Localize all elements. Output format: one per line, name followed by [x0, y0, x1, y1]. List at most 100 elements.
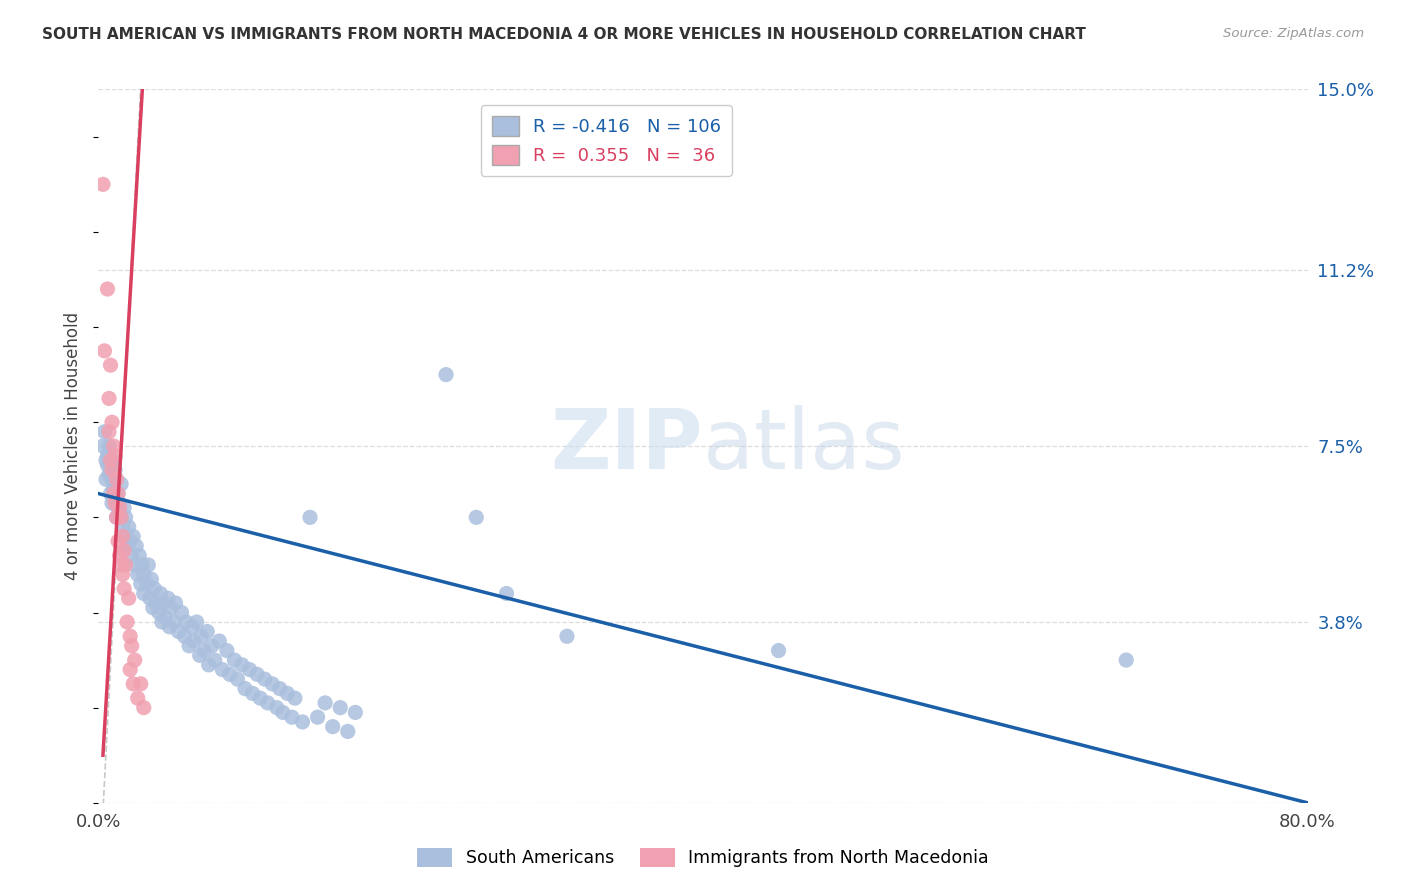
Point [127, 567, 149, 582]
Point [96, 458, 118, 472]
Point [156, 591, 179, 606]
Point [114, 510, 136, 524]
Point [100, 486, 122, 500]
Text: SOUTH AMERICAN VS IMMIGRANTS FROM NORTH MACEDONIA 4 OR MORE VEHICLES IN HOUSEHOL: SOUTH AMERICAN VS IMMIGRANTS FROM NORTH … [42, 27, 1085, 42]
Point [173, 629, 195, 643]
Point [211, 663, 233, 677]
Point [150, 615, 173, 629]
Point [104, 496, 127, 510]
Point [107, 500, 129, 515]
Point [91, 439, 114, 453]
Point [121, 549, 143, 563]
Point [281, 710, 304, 724]
Point [127, 691, 149, 706]
Point [262, 677, 284, 691]
Point [131, 558, 153, 572]
Point [266, 700, 288, 714]
Point [105, 472, 128, 486]
Point [193, 643, 215, 657]
Point [132, 700, 155, 714]
Point [208, 634, 231, 648]
Point [188, 648, 211, 663]
Point [105, 472, 128, 486]
Point [112, 582, 135, 596]
Point [93, 343, 115, 358]
Point [110, 477, 132, 491]
Point [135, 577, 157, 591]
Point [249, 691, 271, 706]
Point [167, 624, 190, 639]
Point [110, 510, 132, 524]
Point [122, 677, 145, 691]
Text: atlas: atlas [703, 406, 904, 486]
Point [165, 596, 187, 610]
Text: Source: ZipAtlas.com: Source: ZipAtlas.com [1223, 27, 1364, 40]
Point [98, 425, 121, 439]
Point [181, 620, 204, 634]
Point [329, 700, 352, 714]
Point [224, 653, 246, 667]
Point [201, 639, 224, 653]
Point [204, 653, 226, 667]
Point [233, 681, 256, 696]
Text: ZIP: ZIP [551, 406, 703, 486]
Point [139, 591, 162, 606]
Point [115, 615, 138, 629]
Point [344, 706, 367, 720]
Point [120, 663, 142, 677]
Point [101, 463, 124, 477]
Point [104, 463, 127, 477]
Point [197, 657, 219, 672]
Point [112, 543, 135, 558]
Point [96, 449, 118, 463]
Point [336, 724, 359, 739]
Point [91, 178, 114, 192]
Point [125, 539, 148, 553]
Point [136, 558, 159, 572]
Point [276, 686, 298, 700]
Point [98, 467, 121, 482]
Point [495, 586, 517, 600]
Point [114, 529, 136, 543]
Point [152, 596, 174, 610]
Point [190, 629, 212, 643]
Point [128, 549, 150, 563]
Y-axis label: 4 or more Vehicles in Household: 4 or more Vehicles in Household [65, 312, 83, 580]
Point [100, 453, 122, 467]
Point [299, 510, 322, 524]
Point [284, 691, 307, 706]
Point [142, 600, 165, 615]
Legend: South Americans, Immigrants from North Macedonia: South Americans, Immigrants from North M… [411, 841, 995, 874]
Point [145, 596, 167, 610]
Point [120, 534, 142, 549]
Point [107, 486, 129, 500]
Point [129, 677, 152, 691]
Point [100, 358, 122, 372]
Point [118, 591, 141, 606]
Point [129, 577, 152, 591]
Point [291, 714, 314, 729]
Point [322, 720, 344, 734]
Point [434, 368, 457, 382]
Point [105, 510, 128, 524]
Point [160, 600, 183, 615]
Point [183, 634, 205, 648]
Point [101, 472, 124, 486]
Point [98, 439, 121, 453]
Point [132, 586, 155, 600]
Point [256, 696, 278, 710]
Point [159, 620, 181, 634]
Point [105, 510, 128, 524]
Point [94, 453, 117, 467]
Point [110, 510, 132, 524]
Point [108, 500, 131, 515]
Point [114, 558, 136, 572]
Point [239, 663, 262, 677]
Point [108, 496, 131, 510]
Point [179, 639, 201, 653]
Point [195, 624, 218, 639]
Point [231, 657, 253, 672]
Point [103, 453, 125, 467]
Point [149, 586, 172, 600]
Point [215, 643, 238, 657]
